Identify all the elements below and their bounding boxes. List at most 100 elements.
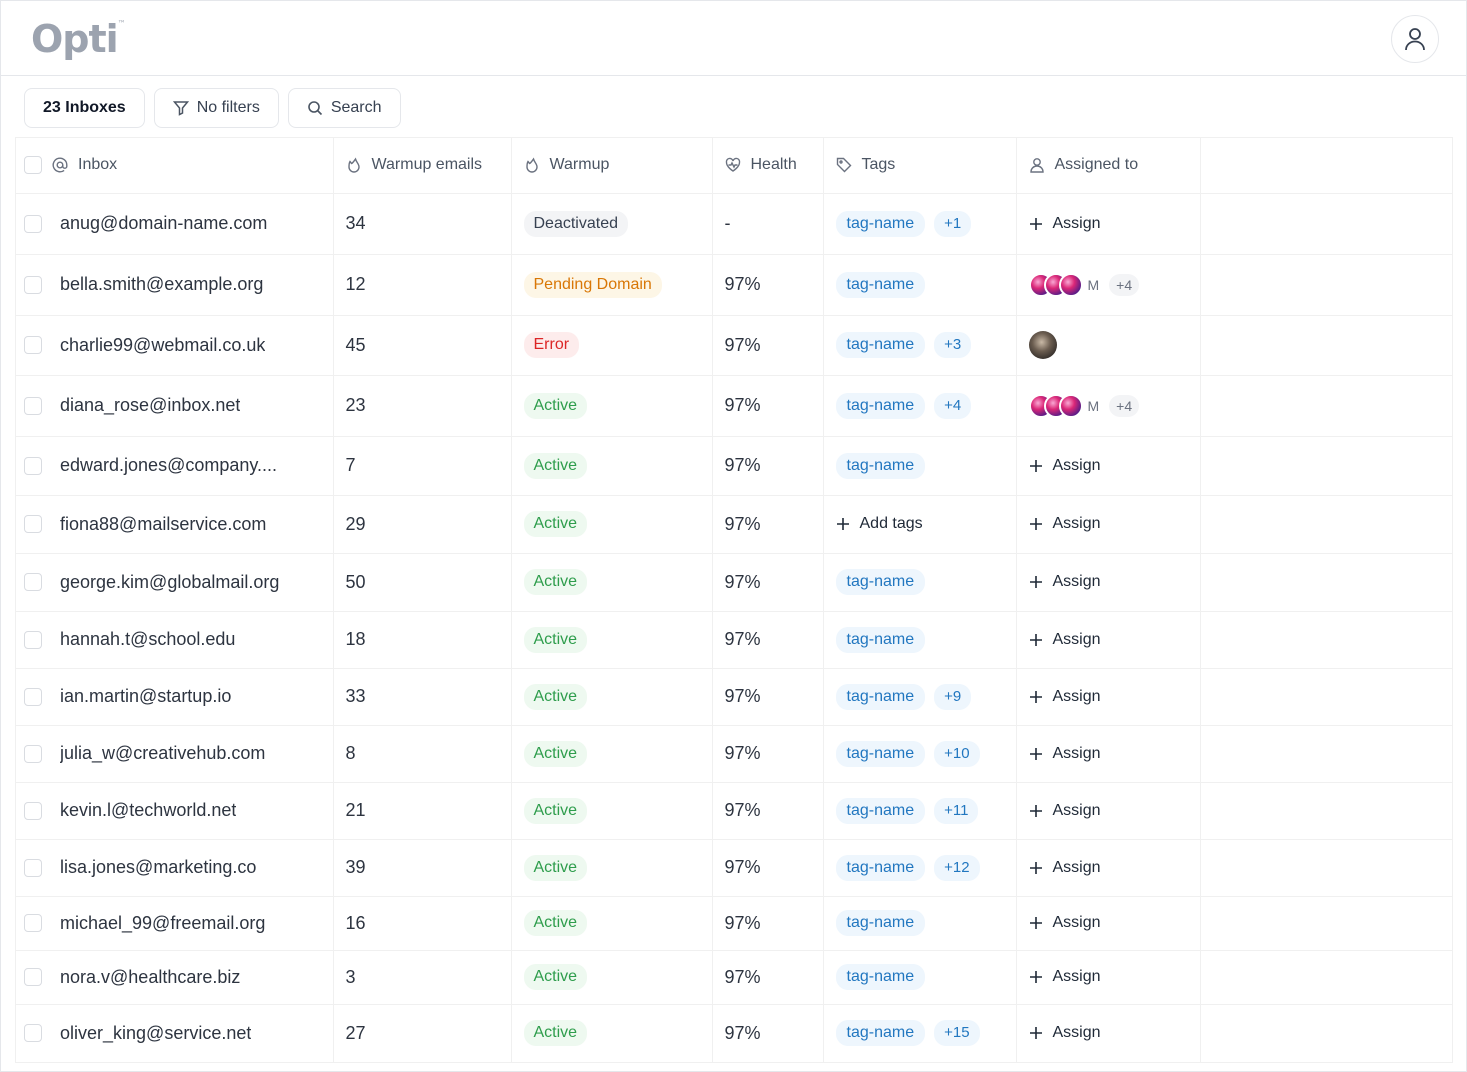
row-spacer <box>1200 611 1452 669</box>
more-tags-badge[interactable]: +9 <box>934 683 972 710</box>
row-checkbox[interactable] <box>24 858 42 877</box>
assignee-avatars[interactable]: M +4 <box>1028 272 1188 297</box>
inbox-email[interactable]: lisa.jones@marketing.co <box>60 857 257 877</box>
inbox-email[interactable]: fiona88@mailservice.com <box>60 513 267 534</box>
inbox-email[interactable]: diana_rose@inbox.net <box>60 395 241 415</box>
row-checkbox[interactable] <box>24 630 42 649</box>
row-checkbox[interactable] <box>24 214 42 233</box>
table-row[interactable]: edward.jones@company.... 7 Active 97% tag-na… <box>16 436 1452 496</box>
assign-button[interactable]: Assign <box>1029 802 1188 820</box>
table-row[interactable]: kevin.l@techworld.net 21 Active 97% tag-name… <box>16 782 1452 840</box>
assign-button[interactable]: Assign <box>1029 745 1188 763</box>
row-checkbox[interactable] <box>24 687 42 706</box>
row-checkbox[interactable] <box>24 396 42 415</box>
more-tags-badge[interactable]: +3 <box>934 332 972 358</box>
table-row[interactable]: oliver_king@service.net 27 Active 97% tag-na… <box>16 1004 1452 1063</box>
assign-button[interactable]: Assign <box>1029 859 1188 877</box>
tag-chip[interactable]: tag-name <box>835 452 926 479</box>
assign-button[interactable]: Assign <box>1029 688 1188 706</box>
row-checkbox[interactable] <box>24 1024 42 1042</box>
inboxes-count-button[interactable]: 23 Inboxes <box>24 88 145 128</box>
table-row[interactable]: michael_99@freemail.org 16 Active 97% tag-na… <box>16 896 1452 951</box>
more-assignees-badge[interactable]: +4 <box>1109 273 1140 296</box>
header-health[interactable]: Health <box>712 138 824 194</box>
tags-cell: tag-name <box>823 611 1017 669</box>
more-tags-badge[interactable]: +4 <box>934 392 972 419</box>
tag-chip[interactable]: tag-name <box>835 740 926 767</box>
row-checkbox[interactable] <box>24 456 42 475</box>
row-checkbox[interactable] <box>24 336 42 354</box>
tag-chip[interactable]: tag-name <box>835 392 926 419</box>
row-checkbox[interactable] <box>24 744 42 763</box>
assign-button[interactable]: Assign <box>1029 573 1188 591</box>
assignee-avatars[interactable]: M +4 <box>1028 393 1188 418</box>
assign-button[interactable]: Assign <box>1029 1024 1188 1042</box>
inbox-email[interactable]: hannah.t@school.edu <box>60 629 236 649</box>
more-tags-badge[interactable]: +1 <box>934 210 972 237</box>
table-row[interactable]: fiona88@mailservice.com 29 Active 97% Add ta… <box>16 495 1452 554</box>
table-row[interactable]: julia_w@creativehub.com 8 Active 97% tag-nam… <box>16 725 1452 783</box>
inbox-email[interactable]: bella.smith@example.org <box>60 274 264 294</box>
row-checkbox[interactable] <box>24 968 42 986</box>
table-row[interactable]: george.kim@globalmail.org 50 Active 97% tag-… <box>16 553 1452 612</box>
add-tags-button[interactable]: Add tags <box>836 515 1004 533</box>
header-inbox[interactable]: Inbox <box>16 138 334 194</box>
row-checkbox[interactable] <box>24 801 42 820</box>
inbox-email[interactable]: nora.v@healthcare.biz <box>60 966 241 987</box>
row-checkbox[interactable] <box>24 515 42 533</box>
inbox-email[interactable]: julia_w@creativehub.com <box>60 743 266 763</box>
more-tags-badge[interactable]: +15 <box>934 1020 980 1046</box>
assign-button[interactable]: Assign <box>1029 968 1188 986</box>
health-cell: 97% <box>712 950 824 1005</box>
header-assigned[interactable]: Assigned to <box>1016 138 1201 194</box>
more-assignees-badge[interactable]: +4 <box>1109 394 1140 417</box>
assign-button[interactable]: Assign <box>1029 914 1188 932</box>
more-tags-badge[interactable]: +10 <box>934 740 980 767</box>
inbox-email[interactable]: oliver_king@service.net <box>60 1022 252 1043</box>
table-row[interactable]: anug@domain-name.com 34 Deactivated - tag-na… <box>16 193 1452 255</box>
inbox-email[interactable]: anug@domain-name.com <box>60 213 268 233</box>
filters-button[interactable]: No filters <box>153 88 279 128</box>
inbox-email[interactable]: ian.martin@startup.io <box>60 686 232 706</box>
assign-button[interactable]: Assign <box>1029 515 1188 533</box>
tag-chip[interactable]: tag-name <box>835 569 926 595</box>
inbox-email[interactable]: george.kim@globalmail.org <box>60 571 280 592</box>
assign-button[interactable]: Assign <box>1029 631 1188 649</box>
tag-chip[interactable]: tag-name <box>835 854 926 881</box>
table-row[interactable]: nora.v@healthcare.biz 3 Active 97% tag-name A… <box>16 950 1452 1005</box>
tag-chip[interactable]: tag-name <box>835 332 926 358</box>
row-checkbox[interactable] <box>24 573 42 591</box>
tag-chip[interactable]: tag-name <box>835 964 926 990</box>
inbox-email[interactable]: michael_99@freemail.org <box>60 912 266 933</box>
header-warmup-emails[interactable]: Warmup emails <box>333 138 512 194</box>
inbox-email[interactable]: charlie99@webmail.co.uk <box>60 334 266 355</box>
tag-chip[interactable]: tag-name <box>835 1020 926 1046</box>
tag-chip[interactable]: tag-name <box>835 210 926 237</box>
row-checkbox[interactable] <box>24 275 42 294</box>
row-checkbox[interactable] <box>24 914 42 932</box>
select-all-checkbox[interactable] <box>24 156 42 175</box>
header-tags[interactable]: Tags <box>823 138 1017 194</box>
table-row[interactable]: diana_rose@inbox.net 23 Active 97% tag-name +… <box>16 375 1452 437</box>
more-tags-badge[interactable]: +12 <box>934 854 980 881</box>
profile-button[interactable] <box>1391 15 1439 63</box>
assign-button[interactable]: Assign <box>1029 215 1188 233</box>
table-row[interactable]: hannah.t@school.edu 18 Active 97% tag-name As… <box>16 611 1452 669</box>
inbox-email[interactable]: edward.jones@company.... <box>60 455 278 475</box>
assign-button[interactable]: Assign <box>1029 457 1188 475</box>
table-row[interactable]: ian.martin@startup.io 33 Active 97% tag-name… <box>16 668 1452 726</box>
search-button[interactable]: Search <box>287 88 401 128</box>
inbox-email[interactable]: kevin.l@techworld.net <box>60 800 237 820</box>
table-row[interactable]: charlie99@webmail.co.uk 45 Error 97% tag-nam… <box>16 315 1452 376</box>
tag-chip[interactable]: tag-name <box>835 683 926 710</box>
tag-chip[interactable]: tag-name <box>835 271 926 298</box>
tag-chip[interactable]: tag-name <box>835 626 926 653</box>
table-row[interactable]: lisa.jones@marketing.co 39 Active 97% tag-na… <box>16 839 1452 897</box>
tag-chip[interactable]: tag-name <box>835 797 926 824</box>
table-row[interactable]: bella.smith@example.org 12 Pending Domain 9… <box>16 254 1452 316</box>
tag-chip[interactable]: tag-name <box>835 910 926 936</box>
more-tags-badge[interactable]: +11 <box>934 797 979 824</box>
avatar <box>1058 393 1083 418</box>
header-warmup[interactable]: Warmup <box>511 138 713 194</box>
avatar[interactable] <box>1028 331 1057 359</box>
